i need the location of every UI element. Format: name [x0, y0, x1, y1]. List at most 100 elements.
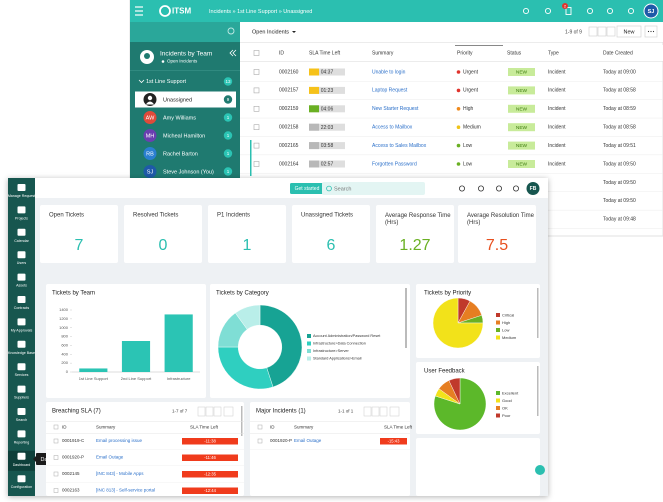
nav-icon[interactable] — [17, 363, 26, 371]
more-dot — [650, 30, 652, 33]
status-badge — [508, 104, 535, 113]
nav-icon[interactable] — [17, 430, 26, 438]
search-box[interactable] — [322, 182, 425, 195]
nav-label[interactable]: Users — [17, 261, 27, 265]
legend-label: Excellent — [502, 390, 519, 395]
status-badge — [508, 68, 535, 76]
pager-button[interactable] — [588, 26, 598, 37]
pager-button[interactable] — [379, 406, 388, 417]
nav-label[interactable]: My Approvals — [11, 328, 33, 332]
incident-summary[interactable]: New Starter Request — [372, 106, 419, 112]
new-button[interactable] — [616, 25, 642, 38]
ticket-summary[interactable]: Email Outage — [294, 438, 322, 443]
ticket-id: 0002163 — [62, 488, 80, 493]
member-count: 1 — [227, 133, 230, 138]
row-checkbox[interactable] — [53, 455, 59, 460]
kpi-label: Average Resolution Time (Hrs) — [467, 213, 535, 226]
member-name[interactable]: Micheal Hamilton — [163, 133, 205, 139]
legend-label: Critical — [502, 312, 514, 317]
row-checkbox[interactable] — [53, 438, 59, 444]
incident-summary[interactable]: Forgotten Password — [372, 161, 417, 167]
y-tick-label: 800 — [61, 334, 68, 339]
header-icon — [627, 7, 635, 15]
incident-summary[interactable]: Access to Mailbox — [372, 125, 413, 131]
nav-label[interactable]: Services — [15, 373, 29, 377]
sla-time: 22:03 — [321, 125, 334, 131]
nav-label[interactable]: Search — [16, 418, 27, 422]
column-header: SLA Time Left — [190, 424, 219, 429]
nav-icon[interactable] — [17, 206, 26, 214]
nav-label[interactable]: Assets — [16, 284, 27, 288]
kpi-card — [376, 205, 454, 263]
nav-icon[interactable] — [17, 184, 26, 191]
nav-icon[interactable] — [17, 251, 26, 259]
more-button[interactable] — [223, 406, 234, 417]
pager-button[interactable] — [197, 406, 206, 417]
nav-icon[interactable] — [17, 273, 26, 281]
pager-button[interactable] — [213, 406, 222, 417]
ticket-summary[interactable]: [INC 843] - Mobile Apps — [96, 471, 144, 476]
row-checkbox[interactable] — [253, 69, 260, 75]
nav-label[interactable]: Calendar — [14, 239, 29, 243]
member-name[interactable]: Steve Johnson (You) — [163, 169, 214, 175]
row-checkbox[interactable] — [53, 488, 59, 493]
nav-icon[interactable] — [17, 318, 26, 326]
nav-label[interactable]: Configuration — [11, 485, 32, 489]
nav-icon[interactable] — [17, 408, 26, 415]
pager-button[interactable] — [371, 406, 380, 417]
incident-id: 0002165 — [279, 143, 299, 149]
nav-label[interactable]: Contracts — [14, 306, 30, 310]
ticket-summary[interactable]: Email processing issue — [96, 438, 143, 443]
row-checkbox[interactable] — [253, 106, 260, 112]
row-checkbox[interactable] — [53, 471, 59, 477]
get-started-button[interactable] — [290, 183, 324, 194]
table-header-divider — [250, 433, 410, 434]
nav-icon[interactable] — [17, 452, 26, 460]
view-selector[interactable]: Open Incidents — [252, 29, 289, 35]
member-name[interactable]: Rachel Barton — [163, 151, 198, 157]
incident-summary[interactable]: Unable to login — [372, 69, 406, 75]
more-button[interactable] — [389, 406, 400, 417]
nav-icon[interactable] — [17, 385, 26, 393]
y-tick-label: 1000 — [59, 325, 69, 330]
incident-summary[interactable]: Access to Sales Mailbox — [372, 143, 427, 149]
header-icon — [522, 7, 530, 15]
member-name[interactable]: Unassigned — [163, 97, 192, 103]
nav-label[interactable]: Dashboard — [13, 463, 31, 467]
member-body — [145, 101, 155, 105]
member-name[interactable]: Amy Williams — [163, 115, 196, 121]
member-avatar — [143, 147, 157, 160]
legend-swatch — [496, 328, 500, 332]
sla-badge — [182, 471, 238, 478]
row-checkbox[interactable] — [253, 124, 260, 130]
ticket-summary[interactable]: [INC 813] - Self-service portal — [96, 488, 155, 493]
row-checkbox[interactable] — [253, 142, 260, 149]
date-created: Today at 08:58 — [603, 125, 636, 131]
y-tick-label: 0 — [66, 369, 69, 374]
row-checkbox[interactable] — [257, 438, 263, 444]
pie-slice — [433, 377, 487, 431]
get-started-label[interactable]: Get started — [295, 186, 320, 192]
sla-time: 04:37 — [321, 70, 334, 76]
nav-icon[interactable] — [17, 296, 26, 303]
row-checkbox[interactable] — [253, 87, 260, 94]
pager-button[interactable] — [363, 406, 372, 417]
nav-label[interactable]: Projects — [15, 216, 28, 220]
nav-icon[interactable] — [17, 340, 26, 348]
nav-icon[interactable] — [17, 475, 26, 483]
nav-label[interactable]: Knowledge Base — [8, 351, 35, 355]
ticket-summary[interactable]: Email Outage — [96, 455, 124, 460]
top-bar — [130, 0, 663, 22]
column-header: Summary — [294, 424, 314, 429]
incident-summary[interactable]: Laptop Request — [372, 88, 408, 94]
row-checkbox[interactable] — [253, 161, 260, 167]
nav-label[interactable]: Manage Request — [8, 194, 35, 198]
pager-button[interactable] — [205, 406, 214, 417]
pager-button[interactable] — [597, 26, 607, 37]
group-name[interactable]: 1st Line Support — [146, 79, 187, 85]
nav-label[interactable]: Reporting — [14, 440, 30, 444]
new-button-label[interactable]: New — [623, 29, 634, 35]
nav-label[interactable]: Suppliers — [14, 396, 29, 400]
nav-icon[interactable] — [17, 228, 26, 236]
pager-button[interactable] — [606, 26, 616, 37]
